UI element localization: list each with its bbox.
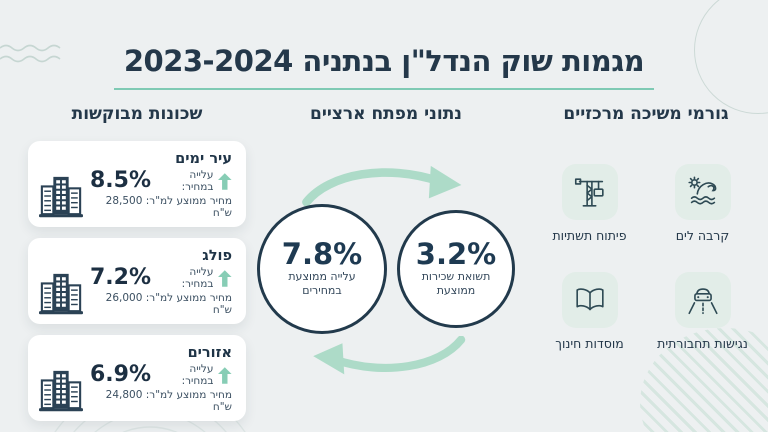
neighborhood-card-poleg: פולג עלייה במחיר: 7.2% מחיר ממוצע למ"ר: … <box>28 238 246 324</box>
price-increase-value: 6.9% <box>90 362 152 387</box>
up-arrow-icon <box>218 366 232 384</box>
avg-price-per-sqm: מחיר ממוצע למ"ר: 24,800 ש"ח <box>105 389 232 413</box>
neighborhoods-header: שכונות מבוקשות <box>71 104 203 124</box>
cycle-arrow-left-icon <box>313 336 466 375</box>
factor-label: פיתוח תשתיות <box>552 228 627 243</box>
avg-price-per-sqm: מחיר ממוצע למ"ר: 26,000 ש"ח <box>105 292 232 316</box>
factor-label: קרבה לים <box>675 228 730 243</box>
stat-label-line1: עלייה ממוצעת <box>288 269 356 283</box>
avg-price-per-sqm: מחיר ממוצע למ"ר: 28,500 ש"ח <box>105 195 232 219</box>
up-arrow-icon <box>218 172 232 190</box>
cycle-arrow-right-icon <box>302 165 462 206</box>
attraction-factors-column: גורמי משיכה מרכזיים קרבה לים <box>540 104 752 351</box>
price-increase-label: עלייה במחיר: <box>181 363 214 387</box>
stat-circle-rental-yield: 3.2% תשואת שכירות ממוצעת <box>397 210 515 328</box>
price-increase-row: עלייה במחיר: 8.5% <box>90 169 232 193</box>
car-road-icon <box>687 287 718 314</box>
crane-icon <box>574 178 604 207</box>
waves-decoration-icon <box>0 44 61 63</box>
price-increase-value: 8.5% <box>90 168 152 193</box>
icon-tile <box>674 164 731 220</box>
book-icon <box>575 287 604 310</box>
factor-sea-proximity: קרבה לים <box>657 164 749 244</box>
price-increase-value: 7.2% <box>90 265 152 290</box>
stat-value: 3.2% <box>415 237 497 272</box>
factor-transport-access: נגישות תחבורתית <box>657 271 749 352</box>
factor-label: מוסדות חינוך <box>555 335 624 351</box>
building-icon <box>39 273 83 315</box>
building-icon <box>39 370 83 412</box>
factor-label: נגישות תחבורתית <box>657 335 748 351</box>
price-increase-label: עלייה במחיר: <box>181 266 214 290</box>
neighborhood-card-ir-yamim: עיר ימים עלייה במחיר: 8.5% מחיר ממוצע למ… <box>28 141 246 227</box>
icon-tile <box>674 271 731 328</box>
page-title: מגמות שוק הנדל"ן בנתניה 2023-2024 <box>113 44 655 91</box>
stat-label: עלייה ממוצעת במחירים <box>288 270 355 299</box>
factors-grid: קרבה לים פיתוח תשתיות <box>540 164 752 351</box>
stat-label: תשואת שכירות ממוצעת <box>422 270 491 299</box>
attraction-factors-header: גורמי משיכה מרכזיים <box>563 104 729 124</box>
stat-circles: 7.8% עלייה ממוצעת במחירים 3.2% תשואת שכי… <box>256 204 516 334</box>
price-increase-row: עלייה במחיר: 6.9% <box>90 363 232 387</box>
neighborhood-card-azorim: אזורים עלייה במחיר: 6.9% מחיר ממוצע למ"ר… <box>28 335 246 421</box>
factor-infrastructure: פיתוח תשתיות <box>544 164 636 244</box>
stat-label-line2: במחירים <box>302 284 342 298</box>
building-icon <box>39 176 83 218</box>
up-arrow-icon <box>218 269 232 287</box>
stat-label-line1: תשואת שכירות <box>421 269 491 283</box>
price-increase-row: עלייה במחיר: 7.2% <box>90 266 232 290</box>
factor-education: מוסדות חינוך <box>544 271 636 352</box>
neighborhood-name: אזורים <box>187 345 232 361</box>
neighborhood-cards: עיר ימים עלייה במחיר: 8.5% מחיר ממוצע למ… <box>28 141 246 421</box>
neighborhood-name: עיר ימים <box>175 151 232 167</box>
key-data-column: נתוני מפתח ארציים 7.8% עלייה ממוצעת במחי… <box>256 104 516 384</box>
icon-tile <box>561 271 618 328</box>
neighborhoods-column: שכונות מבוקשות עיר ימים עלייה במחיר: 8.5… <box>28 104 246 432</box>
icon-tile <box>561 164 618 220</box>
sea-wave-icon <box>687 176 716 205</box>
price-increase-label: עלייה במחיר: <box>181 169 214 193</box>
stat-label-line2: ממוצעת <box>436 284 476 298</box>
key-data-header: נתוני מפתח ארציים <box>309 104 463 124</box>
stat-circle-price-increase: 7.8% עלייה ממוצעת במחירים <box>257 204 387 334</box>
header: מגמות שוק הנדל"ן בנתניה 2023-2024 <box>0 25 768 110</box>
stat-value: 7.8% <box>281 237 363 272</box>
neighborhood-name: פולג <box>202 248 232 264</box>
